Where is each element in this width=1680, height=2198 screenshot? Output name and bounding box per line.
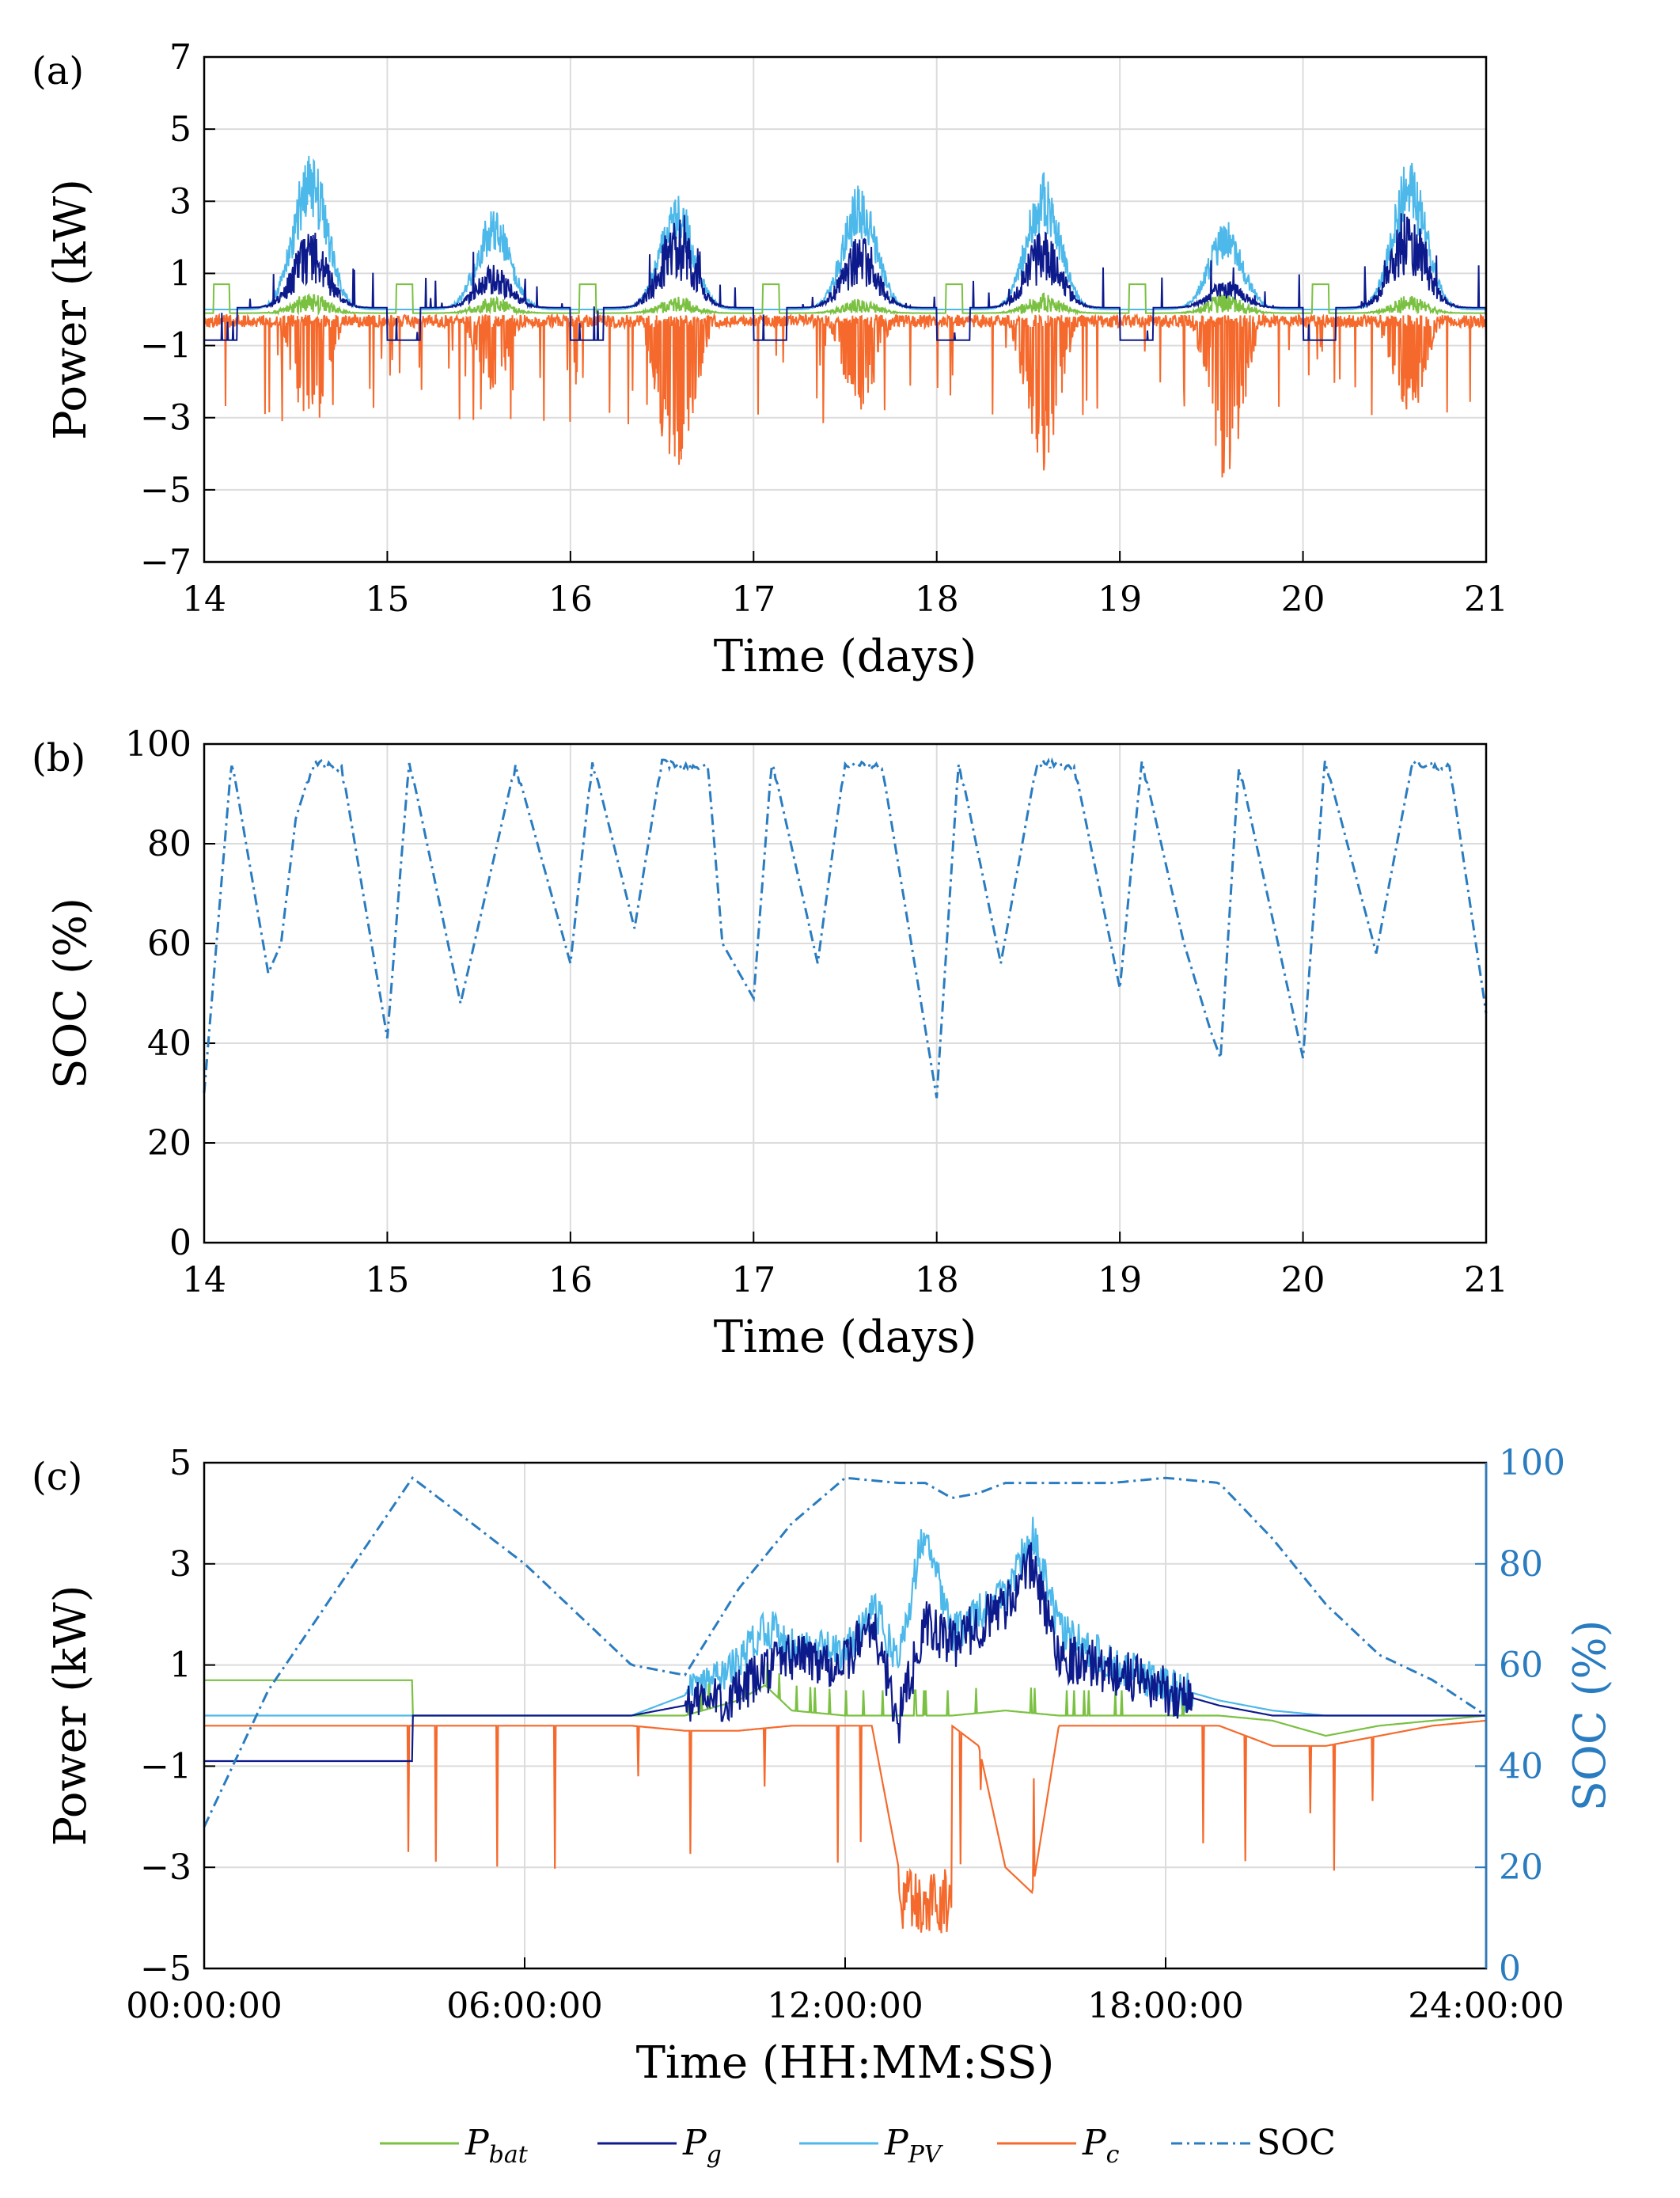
legend-label-main: P (1082, 2123, 1107, 2163)
x-tick-label: 16 (548, 579, 593, 620)
x-tick-label: 18:00:00 (1087, 1986, 1244, 2026)
series-line-p-c (204, 1719, 1487, 1934)
series-line-p-bat (204, 283, 1486, 317)
y-tick-label: −1 (140, 326, 192, 366)
series-line-p-g (204, 213, 1487, 341)
legend: Pbat Pg PPV Pc SOC (380, 2123, 1336, 2169)
x-tick-label: 20 (1281, 579, 1325, 620)
legend-label: Pbat (465, 2123, 529, 2169)
y-axis-label: Power (kW) (45, 179, 97, 440)
legend-label-main: P (465, 2123, 490, 2163)
y-tick-label: −5 (140, 1949, 192, 1989)
x-tick-labels: 14 15 16 17 18 19 20 21 (182, 1260, 1508, 1300)
legend-item: Pc (997, 2123, 1120, 2169)
x-tick-label: 19 (1098, 1260, 1142, 1300)
x-tick-label: 21 (1464, 1260, 1508, 1300)
legend-item: Pbat (380, 2123, 529, 2169)
y-tick-label: 5 (169, 109, 192, 150)
panel-label: (b) (32, 736, 85, 780)
x-tick-label: 14 (182, 1260, 226, 1300)
y-axis-label: Power (kW) (45, 1585, 97, 1847)
legend-item: Pg (597, 2123, 722, 2169)
y2-tick-label: 100 (1499, 1443, 1565, 1483)
x-axis-label: Time (days) (714, 1312, 977, 1363)
series-line-soc (203, 1476, 1487, 1828)
y2-axis-label: SOC (%) (1564, 1620, 1616, 1812)
y2-tick-label: 20 (1499, 1847, 1543, 1888)
plot-frame (203, 55, 1488, 564)
chart-panel-b: 14 15 16 17 18 19 20 21 100 80 60 40 20 0 Time (days) S… (32, 724, 1508, 1363)
panel-label: (a) (32, 49, 84, 93)
x-tick-label: 17 (731, 579, 776, 620)
legend-label-main: P (682, 2123, 707, 2163)
y2-tick-labels: 100 80 60 40 20 0 (1499, 1443, 1565, 1989)
legend-label: Pg (682, 2123, 722, 2169)
series-line-soc (203, 757, 1488, 1099)
panel-label: (c) (32, 1455, 82, 1499)
x-axis-label: Time (days) (714, 631, 977, 682)
legend-item: SOC (1171, 2123, 1336, 2163)
x-tick-label: 21 (1464, 579, 1508, 620)
y-tick-label: 60 (147, 924, 192, 964)
x-tick-label: 24:00:00 (1408, 1986, 1564, 2026)
x-tick-label: 14 (182, 579, 226, 620)
y-tick-labels: 5 3 1 −1 −3 −5 (140, 1443, 192, 1989)
y-tick-label: 80 (147, 824, 192, 864)
y2-tick-label: 40 (1499, 1746, 1543, 1786)
y-tick-label: 0 (169, 1223, 192, 1263)
y-axis-label: SOC (%) (45, 898, 97, 1089)
y-tick-label: 100 (125, 724, 192, 765)
y2-tick-label: 0 (1499, 1949, 1521, 1989)
y-tick-labels: 100 80 60 40 20 0 (125, 724, 192, 1263)
legend-label-sub: g (707, 2141, 722, 2169)
y-tick-labels: 7 5 3 1 −1 −3 −5 −7 (140, 37, 192, 583)
x-tick-label: 00:00:00 (126, 1986, 283, 2026)
y-tick-label: 7 (169, 37, 192, 78)
plot-frame (203, 742, 1488, 1244)
y-tick-label: 3 (169, 1544, 192, 1585)
legend-label: Pc (1082, 2123, 1120, 2169)
series-group (203, 1476, 1487, 1934)
y-tick-label: −3 (140, 398, 192, 438)
y-tick-label: −5 (140, 470, 192, 511)
x-tick-labels: 00:00:00 06:00:00 12:00:00 18:00:00 24:00:00 (126, 1986, 1564, 2026)
x-tick-label: 12:00:00 (767, 1986, 923, 2026)
legend-label-sub: c (1106, 2141, 1120, 2169)
y-tick-label: 3 (169, 181, 192, 222)
legend-label: SOC (1257, 2123, 1336, 2163)
legend-label-sub: bat (489, 2141, 529, 2169)
series-line-p-c (203, 312, 1487, 478)
x-tick-label: 15 (365, 1260, 409, 1300)
x-tick-label: 15 (365, 579, 409, 620)
x-tick-label: 18 (915, 1260, 959, 1300)
y-tick-label: 1 (169, 253, 192, 294)
y-tick-label: 40 (147, 1023, 192, 1064)
y2-tick-label: 60 (1499, 1646, 1543, 1686)
y-tick-label: −3 (140, 1847, 192, 1888)
series-group (203, 155, 1487, 478)
x-tick-labels: 14 15 16 17 18 19 20 21 (182, 579, 1508, 620)
chart-panel-c: 00:00:00 06:00:00 12:00:00 18:00:00 24:00:00… (32, 1443, 1616, 2089)
y-tick-label: −7 (140, 542, 192, 583)
x-tick-label: 06:00:00 (446, 1986, 603, 2026)
y-tick-label: 20 (147, 1123, 192, 1164)
legend-label-sub: PV (908, 2141, 944, 2169)
y2-tick-label: 80 (1499, 1544, 1543, 1585)
x-tick-label: 16 (548, 1260, 593, 1300)
legend-label: PPV (884, 2123, 944, 2169)
x-tick-label: 19 (1098, 579, 1142, 620)
x-tick-label: 17 (731, 1260, 776, 1300)
chart-panel-a: 14 15 16 17 18 19 20 21 7 5 3 1 −1 −3 −5 −7 Time (days) P… (32, 37, 1508, 682)
series-line-p-g (204, 1542, 1486, 1763)
y-tick-label: −1 (140, 1746, 192, 1786)
x-tick-label: 18 (915, 579, 959, 620)
y-tick-label: 5 (169, 1443, 192, 1483)
x-tick-label: 20 (1281, 1260, 1325, 1300)
legend-label-main: P (884, 2123, 909, 2163)
x-axis-label: Time (HH:MM:SS) (636, 2037, 1055, 2089)
legend-label-main: SOC (1257, 2123, 1336, 2163)
legend-item: PPV (799, 2123, 944, 2169)
y-tick-label: 1 (169, 1646, 192, 1686)
